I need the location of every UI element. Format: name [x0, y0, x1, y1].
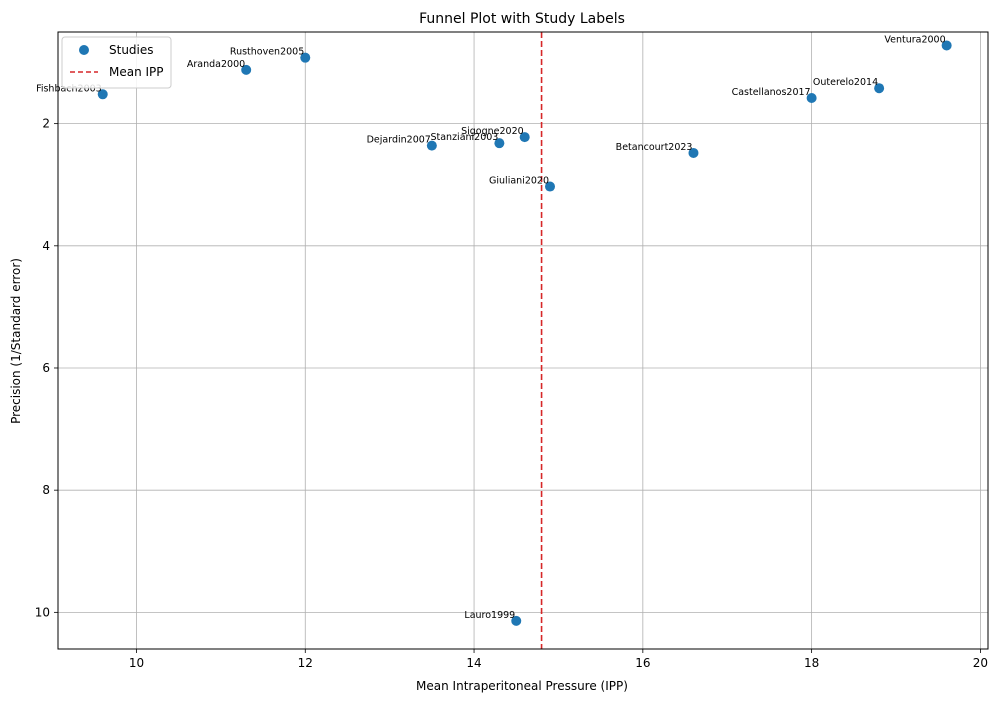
- point-label: Outerelo2014: [813, 77, 878, 88]
- legend-studies-marker: [79, 45, 89, 55]
- point-label: Giuliani2020: [489, 176, 549, 187]
- point-label: Rusthoven2005: [230, 47, 304, 58]
- data-point: [241, 64, 252, 75]
- data-point: [426, 140, 437, 151]
- plot-frame: [57, 31, 989, 650]
- y-tick-label: 6: [42, 361, 50, 375]
- point-label: Betancourt2023: [616, 142, 693, 153]
- legend-box: [61, 36, 172, 89]
- point-label: Dejardin2007: [367, 135, 431, 146]
- x-tick-label: 10: [129, 656, 144, 670]
- legend: Studies Mean IPP: [61, 36, 172, 89]
- y-tick-label: 4: [42, 239, 50, 253]
- data-point: [300, 52, 311, 63]
- data-point: [874, 83, 885, 94]
- x-tick-label: 20: [973, 656, 988, 670]
- y-axis-label: Precision (1/Standard error): [9, 258, 23, 424]
- x-tick-label: 12: [298, 656, 313, 670]
- chart-title: Funnel Plot with Study Labels: [419, 11, 625, 27]
- y-tick-label: 8: [42, 483, 50, 497]
- point-label: Castellanos2017: [732, 87, 811, 98]
- point-label: Stanziani2003: [430, 132, 498, 143]
- point-label: Aranda2000: [187, 59, 245, 70]
- axis-ticks: 10 12 14 16 18 20 2 4 6 8 10: [35, 117, 988, 670]
- data-point: [511, 615, 522, 626]
- legend-studies-label: Studies: [109, 43, 154, 57]
- data-point: [97, 89, 108, 100]
- grid-lines: [58, 32, 988, 649]
- y-tick-label: 2: [42, 117, 50, 131]
- y-tick-label: 10: [35, 605, 50, 619]
- data-points: [97, 40, 952, 626]
- x-tick-label: 18: [804, 656, 819, 670]
- data-point: [545, 181, 556, 192]
- x-tick-label: 14: [466, 656, 481, 670]
- x-axis-label: Mean Intraperitoneal Pressure (IPP): [416, 679, 628, 693]
- x-tick-label: 16: [635, 656, 650, 670]
- point-label: Ventura2000: [884, 34, 945, 45]
- point-label: Fishbach2003: [36, 83, 102, 94]
- data-point: [688, 147, 699, 158]
- point-label: Sigogne2020: [461, 126, 524, 137]
- data-point: [806, 92, 817, 103]
- data-point: [519, 132, 530, 143]
- point-label: Lauro1999: [464, 610, 515, 621]
- data-point: [494, 138, 505, 149]
- data-point: [941, 40, 952, 51]
- legend-mean-ipp-label: Mean IPP: [109, 65, 164, 79]
